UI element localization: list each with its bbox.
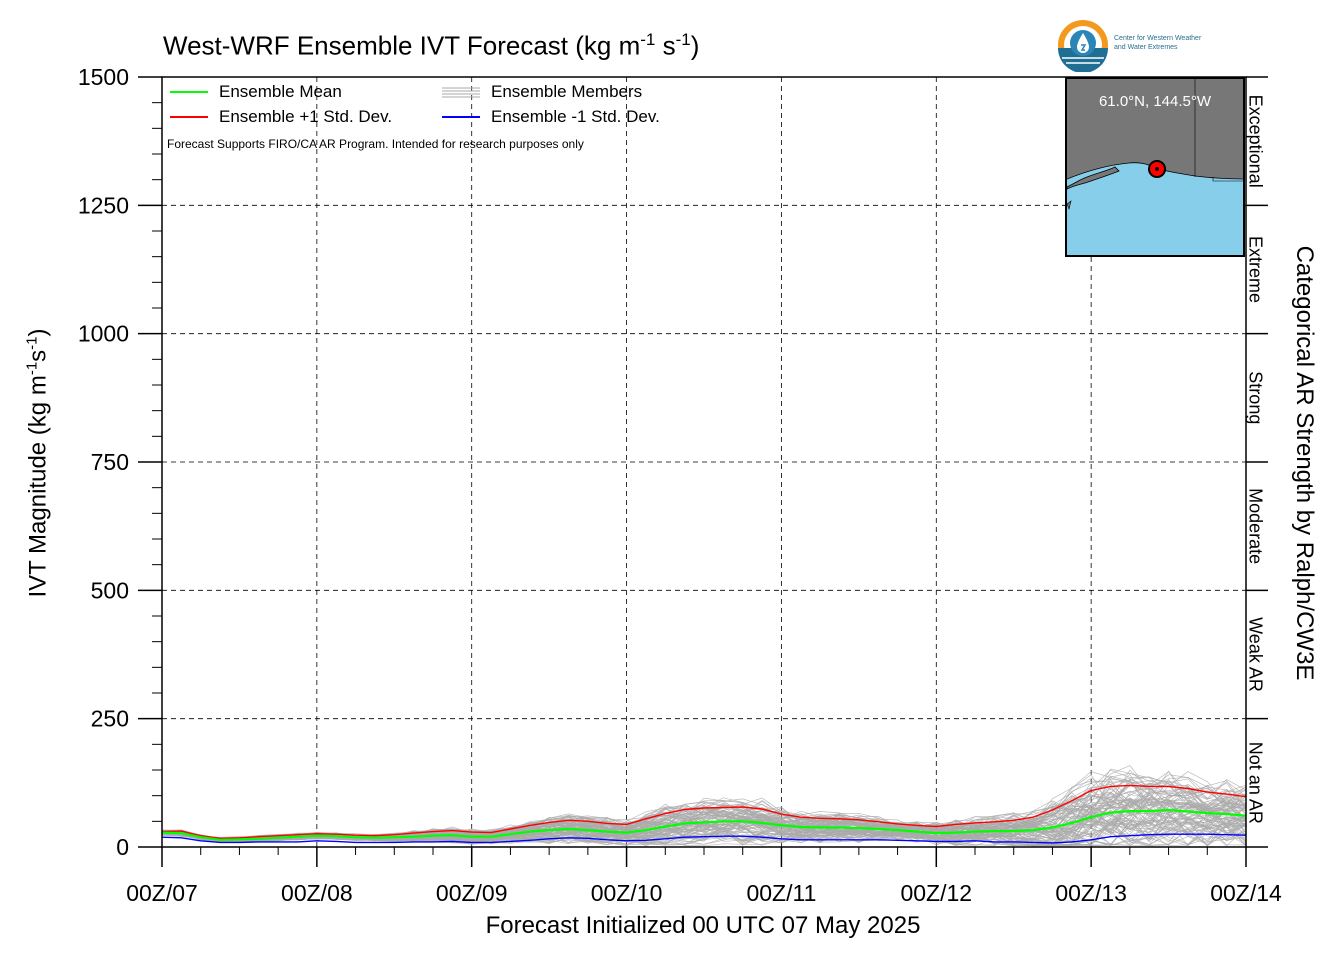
inset-map: 61.0°N, 144.5°W: [1065, 77, 1245, 257]
x-tick-label: 00Z/12: [900, 880, 972, 906]
category-label: Not an AR: [1246, 742, 1266, 824]
category-label: Extreme: [1246, 236, 1266, 303]
series-line-ensemble-1-std-dev-: [161, 784, 1247, 840]
category-label: Weak AR: [1246, 617, 1266, 692]
legend-swatch-mean: [170, 91, 208, 93]
disclaimer-note: Forecast Supports FIRO/CA AR Program. In…: [167, 137, 584, 151]
axes-layer: 0 250 500 750 1000 1250 1500 00Z/07 00Z/08 00Z/09…: [78, 64, 1282, 906]
y-tick-label: 750: [91, 449, 129, 475]
legend-swatch-plus-std: [170, 116, 208, 118]
x-tick-label: 00Z/13: [1055, 880, 1127, 906]
logo-text: Center for Western Weather and Water Ext…: [1114, 35, 1202, 51]
legend-swatch-minus-std: [442, 116, 480, 118]
y-tick-label: 0: [116, 834, 129, 860]
x-tick-label: 00Z/11: [746, 880, 816, 906]
x-tick-label: 00Z/08: [281, 880, 353, 906]
category-label: Exceptional: [1246, 95, 1266, 188]
x-axis-label: Forecast Initialized 00 UTC 07 May 2025: [485, 912, 921, 939]
category-label: Strong: [1246, 371, 1266, 424]
y-tick-label: 1000: [78, 321, 129, 347]
y-tick-label: 250: [91, 706, 129, 732]
cw3e-logo: Center for Western Weather and Water Ext…: [1056, 18, 1242, 72]
x-tick-label: 00Z/10: [591, 880, 663, 906]
legend-label-plus-std: Ensemble +1 Std. Dev.: [219, 107, 393, 126]
x-tick-label: 00Z/09: [436, 880, 508, 906]
y-tick-label: 1250: [78, 192, 129, 218]
x-tick-label: 00Z/07: [126, 880, 198, 906]
ensemble-member-line: [161, 818, 1247, 847]
series-layer: [161, 784, 1247, 844]
y-tick-label: 500: [91, 577, 129, 603]
series-line-ensemble-1-std-dev-: [161, 833, 1247, 844]
y-axis-label: IVT Magnitude (kg m-1s-1): [23, 328, 52, 598]
inset-map-graphic: [1067, 79, 1243, 255]
right-axis-label: Categorical AR Strength by Ralph/CW3E: [1291, 245, 1318, 681]
y-tick-label: 1500: [78, 64, 129, 90]
x-tick-label: 00Z/14: [1210, 880, 1282, 906]
legend-label-mean: Ensemble Mean: [219, 82, 342, 101]
legend-label-minus-std: Ensemble -1 Std. Dev.: [491, 107, 660, 126]
legend-label-members: Ensemble Members: [491, 82, 643, 101]
series-line-ensemble-mean: [161, 808, 1247, 841]
legend-swatch-members: [442, 87, 480, 98]
chart-title: West-WRF Ensemble IVT Forecast (kg m-1 s…: [163, 30, 700, 61]
water-drop-icon: [1058, 20, 1108, 72]
inset-map-coords: 61.0°N, 144.5°W: [1098, 93, 1212, 110]
category-label: Moderate: [1246, 488, 1266, 564]
